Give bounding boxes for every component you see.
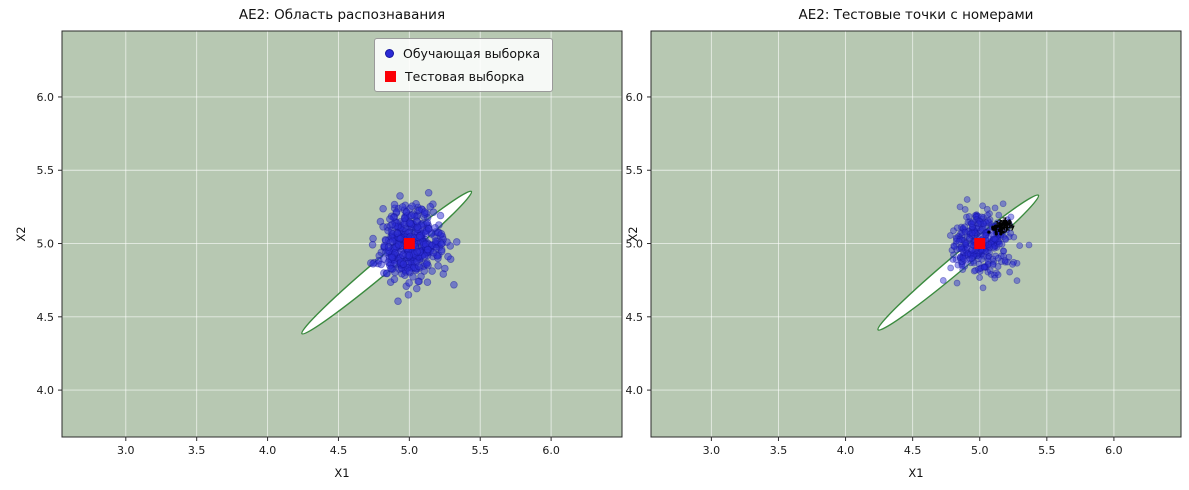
svg-text:9: 9 xyxy=(1003,226,1008,234)
right-y-axis-label: X2 xyxy=(626,226,640,242)
legend-item-test: Тестовая выборка xyxy=(385,69,540,84)
svg-text:4.5: 4.5 xyxy=(37,311,55,324)
svg-text:15: 15 xyxy=(997,221,1007,229)
svg-text:5.5: 5.5 xyxy=(37,164,55,177)
svg-text:7: 7 xyxy=(1002,216,1007,224)
svg-text:5.5: 5.5 xyxy=(626,164,644,177)
svg-text:6.0: 6.0 xyxy=(626,91,644,104)
svg-text:4.0: 4.0 xyxy=(259,444,277,457)
svg-text:6.0: 6.0 xyxy=(542,444,560,457)
svg-text:14: 14 xyxy=(1002,218,1012,226)
svg-text:4.0: 4.0 xyxy=(626,384,644,397)
svg-text:11: 11 xyxy=(999,219,1009,227)
svg-text:4.5: 4.5 xyxy=(626,311,644,324)
svg-text:4.5: 4.5 xyxy=(904,444,922,457)
svg-text:3.0: 3.0 xyxy=(117,444,135,457)
legend-test-marker-icon xyxy=(385,71,396,82)
right-x-axis-label: X1 xyxy=(908,466,924,480)
svg-text:5.5: 5.5 xyxy=(471,444,489,457)
left-y-axis-label: X2 xyxy=(14,226,28,242)
legend: Обучающая выборка Тестовая выборка xyxy=(374,38,554,92)
svg-text:4.0: 4.0 xyxy=(837,444,855,457)
svg-text:4: 4 xyxy=(1001,223,1006,231)
svg-text:8: 8 xyxy=(1003,222,1008,230)
svg-text:4.5: 4.5 xyxy=(330,444,348,457)
svg-text:18: 18 xyxy=(1003,222,1013,230)
svg-text:3.5: 3.5 xyxy=(770,444,788,457)
svg-text:16: 16 xyxy=(998,225,1008,233)
svg-text:3.5: 3.5 xyxy=(188,444,206,457)
svg-text:6.0: 6.0 xyxy=(1105,444,1123,457)
legend-training-marker-icon xyxy=(385,49,394,58)
svg-text:20: 20 xyxy=(996,222,1006,230)
right-plot-title: AE2: Тестовые точки с номерами xyxy=(798,7,1034,23)
svg-text:17: 17 xyxy=(1005,225,1015,233)
svg-text:5.0: 5.0 xyxy=(626,238,644,251)
svg-text:4.0: 4.0 xyxy=(37,384,55,397)
svg-text:13: 13 xyxy=(1002,222,1012,230)
svg-text:6.0: 6.0 xyxy=(37,91,55,104)
legend-test-label: Тестовая выборка xyxy=(405,69,525,84)
svg-text:5.0: 5.0 xyxy=(37,238,55,251)
svg-text:5.0: 5.0 xyxy=(971,444,989,457)
right-plot-canvas: 12345678910111213141516171819203.03.54.0… xyxy=(626,30,1182,457)
svg-text:3.0: 3.0 xyxy=(703,444,721,457)
svg-text:19: 19 xyxy=(998,219,1008,227)
svg-text:5.0: 5.0 xyxy=(401,444,419,457)
left-plot-canvas: 3.0 3.5 4.0 4.5 5.0 5.5 6.0 4.0 4.5 5.0 5.5 6.0 xyxy=(37,30,623,457)
svg-text:6: 6 xyxy=(1004,221,1009,229)
legend-training-label: Обучающая выборка xyxy=(403,46,541,61)
svg-text:10: 10 xyxy=(1002,219,1012,227)
legend-item-training: Обучающая выборка xyxy=(385,46,540,61)
svg-text:5.5: 5.5 xyxy=(1038,444,1056,457)
left-plot-title: AE2: Область распознавания xyxy=(238,7,446,23)
left-x-axis-label: X1 xyxy=(334,466,350,480)
